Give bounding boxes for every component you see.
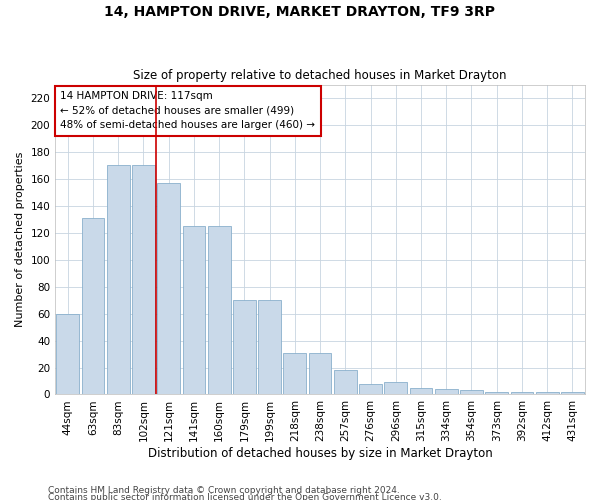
Bar xyxy=(309,352,331,395)
Bar xyxy=(157,183,180,394)
X-axis label: Distribution of detached houses by size in Market Drayton: Distribution of detached houses by size … xyxy=(148,447,493,460)
Text: 14, HAMPTON DRIVE, MARKET DRAYTON, TF9 3RP: 14, HAMPTON DRIVE, MARKET DRAYTON, TF9 3… xyxy=(104,5,496,19)
Title: Size of property relative to detached houses in Market Drayton: Size of property relative to detached ho… xyxy=(133,69,507,82)
Text: Contains HM Land Registry data © Crown copyright and database right 2024.: Contains HM Land Registry data © Crown c… xyxy=(48,486,400,495)
Bar xyxy=(410,388,433,394)
Bar xyxy=(536,392,559,394)
Bar xyxy=(107,166,130,394)
Bar xyxy=(485,392,508,394)
Bar xyxy=(460,390,483,394)
Bar xyxy=(283,352,306,395)
Bar xyxy=(561,392,584,394)
Bar xyxy=(511,392,533,394)
Bar xyxy=(208,226,230,394)
Bar xyxy=(132,166,155,394)
Bar xyxy=(334,370,356,394)
Bar xyxy=(233,300,256,394)
Bar xyxy=(182,226,205,394)
Bar xyxy=(82,218,104,394)
Text: 14 HAMPTON DRIVE: 117sqm
← 52% of detached houses are smaller (499)
48% of semi-: 14 HAMPTON DRIVE: 117sqm ← 52% of detach… xyxy=(61,91,316,130)
Y-axis label: Number of detached properties: Number of detached properties xyxy=(15,152,25,327)
Text: Contains public sector information licensed under the Open Government Licence v3: Contains public sector information licen… xyxy=(48,494,442,500)
Bar xyxy=(385,382,407,394)
Bar xyxy=(258,300,281,394)
Bar xyxy=(435,389,458,394)
Bar xyxy=(359,384,382,394)
Bar xyxy=(56,314,79,394)
